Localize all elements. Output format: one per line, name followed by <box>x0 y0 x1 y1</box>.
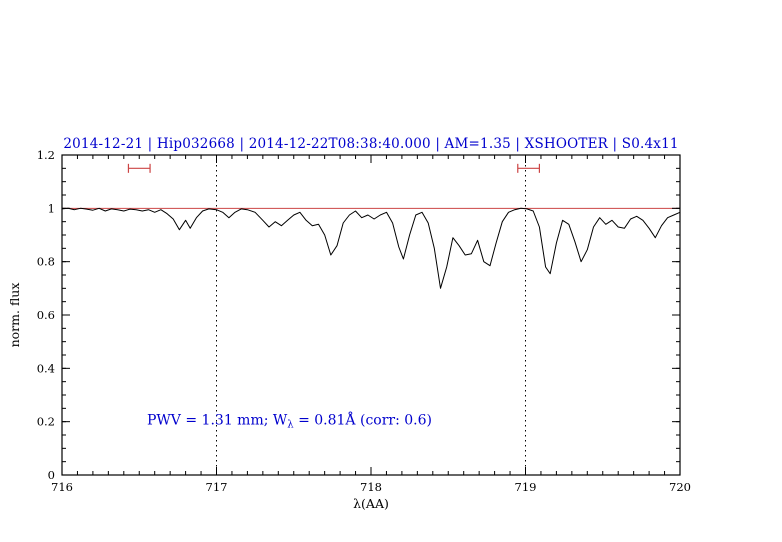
plot-generated-layer: 716 717 718 719 720 0 0.2 0.4 0.6 0.8 1 1.2 <box>37 148 691 494</box>
y-tick-label: 1.2 <box>37 148 55 162</box>
y-tick-label: 0.6 <box>37 308 55 322</box>
y-tick-label: 0.8 <box>37 255 55 269</box>
annotation-lambda-subscript: λ <box>287 419 294 430</box>
annotation-part2: = 0.81Å (corr: 0.6) <box>294 410 432 428</box>
annotation-pwv: PWV = 1.31 mm; Wλ = 0.81Å (corr: 0.6) <box>147 410 432 430</box>
y-tick-label: 0.2 <box>37 415 55 429</box>
plot-title: 2014-12-21 | Hip032668 | 2014-12-22T08:3… <box>63 136 678 152</box>
x-tick-label: 717 <box>206 480 228 494</box>
y-tick-label: 0.4 <box>37 361 55 375</box>
x-tick-label: 718 <box>360 480 382 494</box>
x-tick-label: 719 <box>515 480 537 494</box>
x-tick-label: 716 <box>51 480 73 494</box>
x-tick-label: 720 <box>669 480 691 494</box>
x-axis-label: λ(AA) <box>353 496 389 511</box>
y-axis-label: norm. flux <box>7 283 22 348</box>
annotation-part1: PWV = 1.31 mm; W <box>147 412 288 428</box>
y-tick-label: 0 <box>48 468 55 482</box>
y-tick-label: 1 <box>48 201 55 215</box>
spectrum-line <box>61 207 681 289</box>
